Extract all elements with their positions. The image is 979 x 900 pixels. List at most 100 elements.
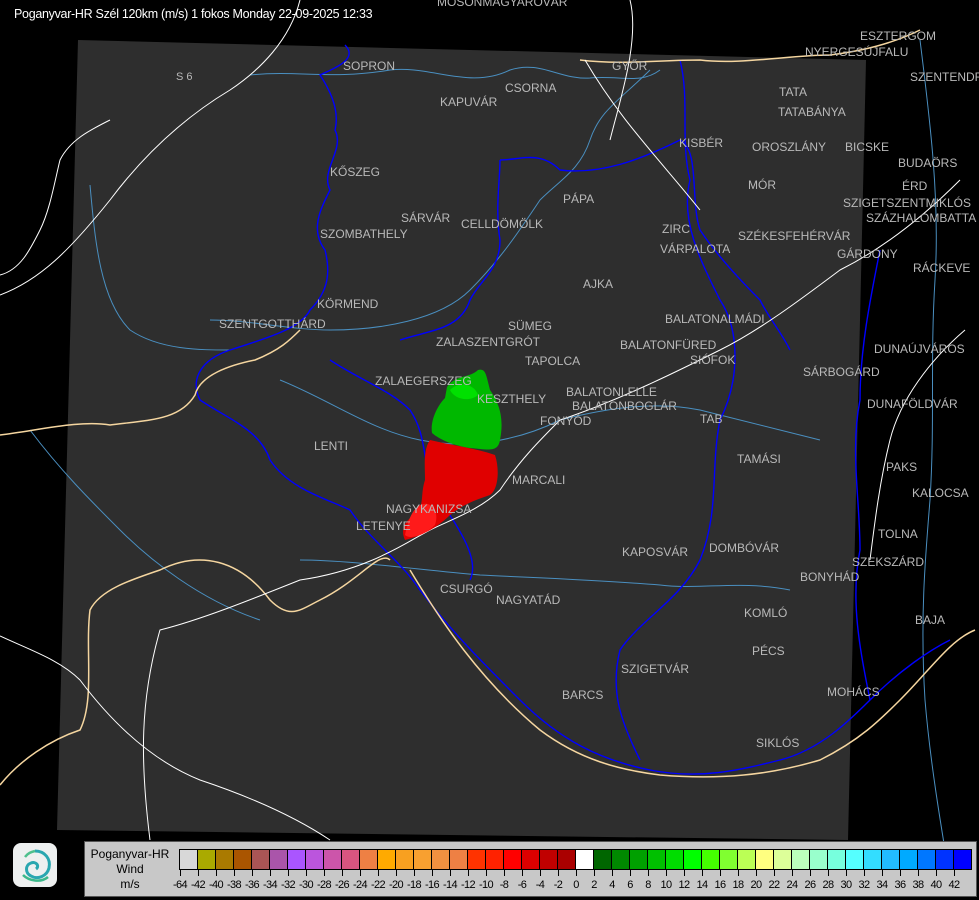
legend-tick-label: 38 bbox=[912, 879, 924, 891]
legend-tick bbox=[522, 870, 523, 876]
legend-swatch bbox=[666, 850, 684, 869]
legend-tick-label: -34 bbox=[262, 879, 278, 891]
legend-swatch bbox=[432, 850, 450, 869]
legend-tick-label: 32 bbox=[858, 879, 870, 891]
city-label: ÉRD bbox=[902, 178, 928, 193]
legend-swatch bbox=[738, 850, 756, 869]
legend-tick-label: 42 bbox=[948, 879, 960, 891]
legend-tick-label: -42 bbox=[190, 879, 206, 891]
legend-tick bbox=[540, 870, 541, 876]
legend-tick bbox=[756, 870, 757, 876]
city-label: RÁCKEVE bbox=[913, 260, 970, 275]
legend-tick bbox=[576, 870, 577, 876]
city-label: CSURGÓ bbox=[440, 581, 493, 596]
city-label: TATA bbox=[779, 85, 807, 99]
city-label: ZALASZENTGRÓT bbox=[436, 334, 541, 349]
city-label: KESZTHELY bbox=[477, 392, 546, 406]
legend-tick-label: 8 bbox=[645, 879, 651, 891]
city-label: BICSKE bbox=[845, 140, 889, 154]
city-label: BONYHÁD bbox=[800, 569, 860, 584]
city-label: FONYÓD bbox=[540, 413, 592, 428]
legend-tick bbox=[882, 870, 883, 876]
city-label: BARCS bbox=[562, 688, 603, 702]
legend-tick bbox=[666, 870, 667, 876]
color-legend: Poganyvar-HR Wind m/s -64 -42 -40 -38 -36 -34… bbox=[84, 841, 977, 897]
legend-tick bbox=[630, 870, 631, 876]
product-title: Poganyvar-HR Szél 120km (m/s) 1 fokos Mo… bbox=[14, 7, 373, 21]
legend-tick bbox=[450, 870, 451, 876]
legend-swatch bbox=[882, 850, 900, 869]
legend-tick bbox=[342, 870, 343, 876]
legend-swatch bbox=[198, 850, 216, 869]
legend-tick bbox=[648, 870, 649, 876]
legend-tick-label: -64 bbox=[172, 879, 188, 891]
city-label: SIÓFOK bbox=[690, 352, 735, 367]
legend-product: Wind bbox=[116, 862, 144, 876]
city-label: BALATONFÜRED bbox=[620, 338, 717, 352]
city-label: ESZTERGOM bbox=[860, 29, 936, 43]
legend-tick bbox=[414, 870, 415, 876]
legend-tick-label: -38 bbox=[226, 879, 242, 891]
legend-tick bbox=[612, 870, 613, 876]
road-label: S 6 bbox=[176, 71, 193, 83]
app-logo bbox=[13, 843, 57, 887]
country-borders bbox=[195, 44, 951, 775]
city-label: SÜMEG bbox=[508, 319, 552, 333]
legend-tick-label: -8 bbox=[499, 879, 509, 891]
legend-tick bbox=[324, 870, 325, 876]
legend-tick bbox=[738, 870, 739, 876]
city-label: PÁPA bbox=[563, 191, 594, 206]
city-label: MARCALI bbox=[512, 473, 565, 487]
city-label: SZIGETSZENTMIKLÓS bbox=[843, 195, 971, 210]
city-labels: MOSONMAGYARÓVÁR SOPRON KAPUVÁR CSORNA GYŐR NY… bbox=[219, 0, 979, 750]
legend-swatch bbox=[900, 850, 918, 869]
legend-swatch bbox=[864, 850, 882, 869]
city-label: KALOCSA bbox=[912, 486, 969, 500]
city-label: SZÉKESFEHÉRVÁR bbox=[738, 228, 851, 243]
receding-wind-echo-bright bbox=[405, 503, 437, 537]
city-label: BALATONLELLE bbox=[566, 385, 657, 399]
legend-tick-label: -12 bbox=[460, 879, 476, 891]
legend-tick-label: 20 bbox=[750, 879, 762, 891]
legend-tick-label: -26 bbox=[334, 879, 350, 891]
city-label: BAJA bbox=[915, 613, 945, 627]
legend-swatch bbox=[720, 850, 738, 869]
city-label: SZIGETVÁR bbox=[621, 661, 689, 676]
legend-tick bbox=[378, 870, 379, 876]
legend-swatches bbox=[179, 849, 972, 870]
legend-swatch bbox=[288, 850, 306, 869]
legend-tick bbox=[954, 870, 955, 876]
city-label: KOMLÓ bbox=[744, 605, 787, 620]
city-label: DUNAFÖLDVÁR bbox=[867, 396, 958, 411]
legend-tick bbox=[396, 870, 397, 876]
legend-swatch bbox=[306, 850, 324, 869]
state-borders bbox=[0, 29, 976, 786]
city-label: TAPOLCA bbox=[525, 354, 580, 368]
legend-swatch bbox=[468, 850, 486, 869]
city-label: NAGYKANIZSA bbox=[386, 502, 471, 516]
legend-swatch bbox=[936, 850, 954, 869]
legend-swatch bbox=[216, 850, 234, 869]
legend-swatch bbox=[342, 850, 360, 869]
legend-tick-label: 4 bbox=[609, 879, 615, 891]
legend-swatch bbox=[540, 850, 558, 869]
legend-tick bbox=[846, 870, 847, 876]
legend-unit: m/s bbox=[120, 877, 140, 891]
legend-tick-label: 22 bbox=[768, 879, 780, 891]
legend-tick-label: 26 bbox=[804, 879, 816, 891]
legend-station: Poganyvar-HR bbox=[90, 847, 170, 861]
city-label: SIKLÓS bbox=[756, 735, 799, 750]
legend-tick bbox=[270, 870, 271, 876]
city-label: PAKS bbox=[886, 460, 917, 474]
legend-tick-label: 6 bbox=[627, 879, 633, 891]
legend-swatch bbox=[612, 850, 630, 869]
legend-tick bbox=[918, 870, 919, 876]
legend-swatch bbox=[270, 850, 288, 869]
legend-swatch bbox=[684, 850, 702, 869]
legend-tick bbox=[198, 870, 199, 876]
city-label: SZENTENDRE bbox=[910, 70, 979, 84]
city-label: GYŐR bbox=[612, 58, 648, 73]
legend-swatch bbox=[594, 850, 612, 869]
radar-echoes bbox=[403, 369, 502, 540]
